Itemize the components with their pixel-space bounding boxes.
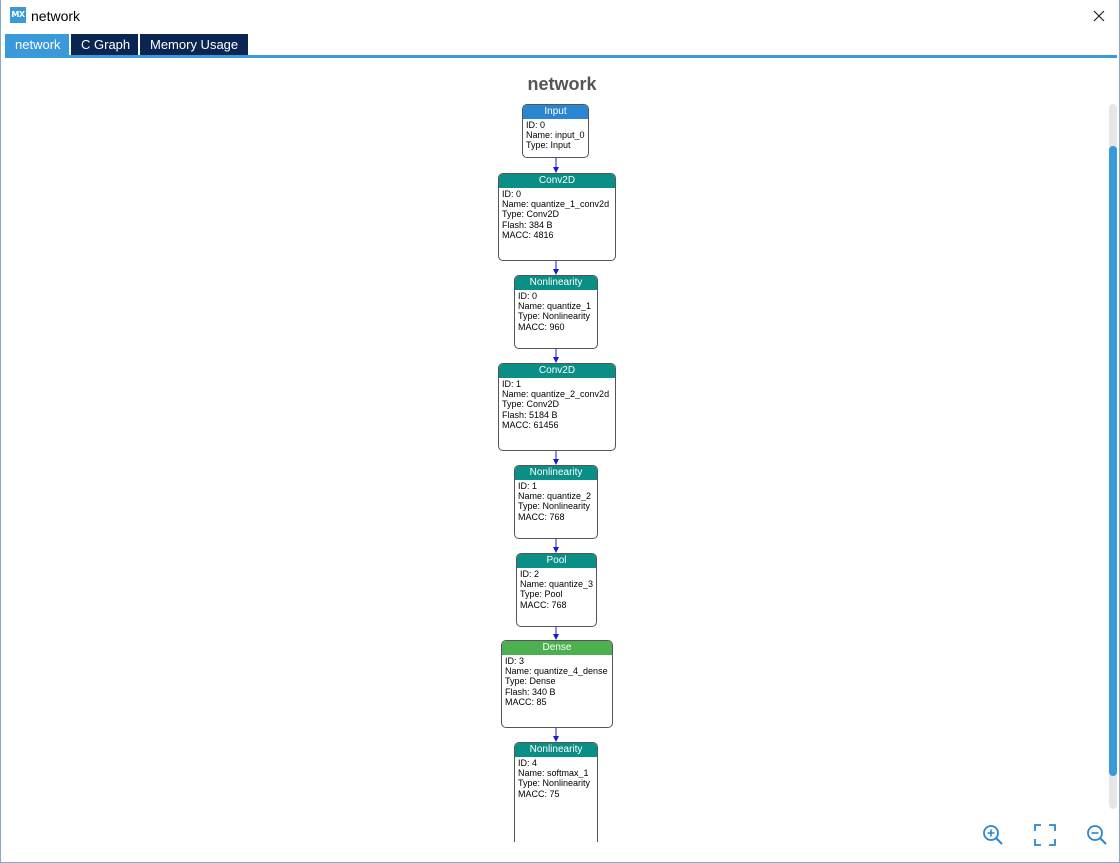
app-logo-icon: MX: [10, 7, 26, 23]
zoom-in-button[interactable]: [981, 823, 1005, 847]
graph-node[interactable]: Input ID: 0 Name: input_0 Type: Input: [522, 104, 589, 158]
node-details: ID: 0 Name: input_0 Type: Input: [523, 119, 588, 151]
node-details: ID: 1 Name: quantize_2_conv2d Type: Conv2D…: [499, 378, 615, 430]
close-button[interactable]: [1079, 0, 1119, 32]
graph-node[interactable]: Nonlinearity ID: 4 Name: softmax_1 Type: No…: [514, 742, 598, 842]
node-details: ID: 0 Name: quantize_1 Type: Nonlinearity M…: [515, 290, 597, 332]
title-bar: MX network: [1, 0, 1119, 32]
node-details: ID: 4 Name: softmax_1 Type: Nonlinearity MA…: [515, 757, 597, 799]
graph-node[interactable]: Pool ID: 2 Name: quantize_3 Type: Pool MACC:…: [516, 553, 597, 627]
node-header: Conv2D: [499, 364, 615, 378]
edge-arrowhead: [553, 736, 559, 742]
node-detail-line: Name: quantize_1: [518, 301, 592, 312]
node-detail-line: ID: 0: [526, 120, 546, 130]
edge-arrowhead: [553, 357, 559, 363]
edge-arrowhead: [553, 459, 559, 465]
graph-node[interactable]: Nonlinearity ID: 1 Name: quantize_2 Type: N…: [514, 465, 598, 539]
node-details: ID: 3 Name: quantize_4_dense Type: Dense Fl…: [502, 655, 612, 707]
edge-arrowhead: [553, 269, 559, 275]
close-icon: [1093, 10, 1105, 22]
node-detail-line: ID: 2: [520, 569, 540, 579]
node-detail-line: Name: quantize_2_conv2d: [502, 389, 610, 400]
node-header: Nonlinearity: [515, 743, 597, 757]
node-detail-line: Name: softmax_1: [518, 768, 589, 779]
node-detail-line: Type: Pool: [520, 589, 563, 600]
node-header: Nonlinearity: [515, 466, 597, 480]
node-detail-line: MACC: 960: [518, 321, 565, 332]
graph-node[interactable]: Nonlinearity ID: 0 Name: quantize_1 Type: N…: [514, 275, 598, 349]
node-detail-line: Name: quantize_3: [520, 579, 594, 590]
tab-underline: [5, 55, 1117, 58]
vertical-scrollbar[interactable]: [1109, 104, 1117, 809]
zoom-out-icon: [1087, 825, 1107, 845]
node-detail-line: Name: quantize_2: [518, 491, 592, 502]
zoom-out-button[interactable]: [1085, 823, 1109, 847]
node-detail-line: Type: Nonlinearity: [518, 311, 591, 322]
graph-node[interactable]: Dense ID: 3 Name: quantize_4_dense Type: De…: [501, 640, 613, 728]
node-detail-line: Type: Nonlinearity: [518, 501, 591, 512]
node-header: Nonlinearity: [515, 276, 597, 290]
graph-edges: [553, 158, 559, 742]
node-detail-line: MACC: 768: [518, 511, 565, 522]
tab-c-graph[interactable]: C Graph: [71, 34, 138, 55]
node-detail-line: Flash: 384 B: [502, 219, 553, 230]
edge-arrowhead: [553, 167, 559, 173]
node-header: Conv2D: [499, 174, 615, 188]
node-detail-line: Type: Conv2D: [502, 209, 560, 220]
node-detail-line: Flash: 5184 B: [502, 409, 558, 420]
scrollbar-thumb[interactable]: [1109, 146, 1117, 776]
node-detail-line: Name: quantize_4_dense: [505, 666, 608, 677]
node-detail-line: ID: 1: [502, 379, 522, 389]
edge-arrowhead: [553, 547, 559, 553]
node-detail-line: Flash: 340 B: [505, 686, 556, 697]
fit-screen-icon: [1034, 824, 1056, 846]
node-detail-line: ID: 0: [518, 291, 538, 301]
node-detail-line: MACC: 85: [505, 696, 547, 707]
node-detail-line: MACC: 768: [520, 599, 567, 610]
node-detail-line: ID: 1: [518, 481, 538, 491]
fit-view-button[interactable]: [1033, 823, 1057, 847]
node-detail-line: MACC: 4816: [502, 229, 554, 240]
node-details: ID: 2 Name: quantize_3 Type: Pool MACC: 768: [517, 568, 596, 610]
node-detail-line: Name: quantize_1_conv2d: [502, 199, 610, 210]
node-detail-line: ID: 3: [505, 656, 525, 666]
node-detail-line: MACC: 61456: [502, 419, 559, 430]
node-detail-line: Type: Dense: [505, 676, 556, 687]
tab-bar: network C Graph Memory Usage: [1, 34, 1119, 58]
node-detail-line: Type: Nonlinearity: [518, 778, 591, 789]
node-details: ID: 0 Name: quantize_1_conv2d Type: Conv2D…: [499, 188, 615, 240]
node-header: Input: [523, 105, 588, 119]
tab-network[interactable]: network: [5, 34, 69, 55]
node-detail-line: ID: 4: [518, 758, 538, 768]
node-detail-line: Type: Input: [526, 140, 571, 151]
node-detail-line: MACC: 75: [518, 788, 560, 799]
node-header: Pool: [517, 554, 596, 568]
zoom-in-icon: [983, 825, 1003, 845]
tab-memory-usage[interactable]: Memory Usage: [140, 34, 248, 55]
graph-title: network: [527, 74, 597, 94]
graph-node[interactable]: Conv2D ID: 0 Name: quantize_1_conv2d Type: …: [498, 173, 616, 261]
graph-node[interactable]: Conv2D ID: 1 Name: quantize_2_conv2d Type: …: [498, 363, 616, 451]
node-detail-line: Name: input_0: [526, 130, 585, 141]
node-detail-line: ID: 0: [502, 189, 522, 199]
node-details: ID: 1 Name: quantize_2 Type: Nonlinearity M…: [515, 480, 597, 522]
node-header: Dense: [502, 641, 612, 655]
node-detail-line: Type: Conv2D: [502, 399, 560, 410]
window-title: network: [31, 8, 81, 24]
edge-arrowhead: [553, 634, 559, 640]
graph-canvas[interactable]: network Input ID: 0 Name: input_0 Type: Inp…: [5, 58, 1119, 858]
